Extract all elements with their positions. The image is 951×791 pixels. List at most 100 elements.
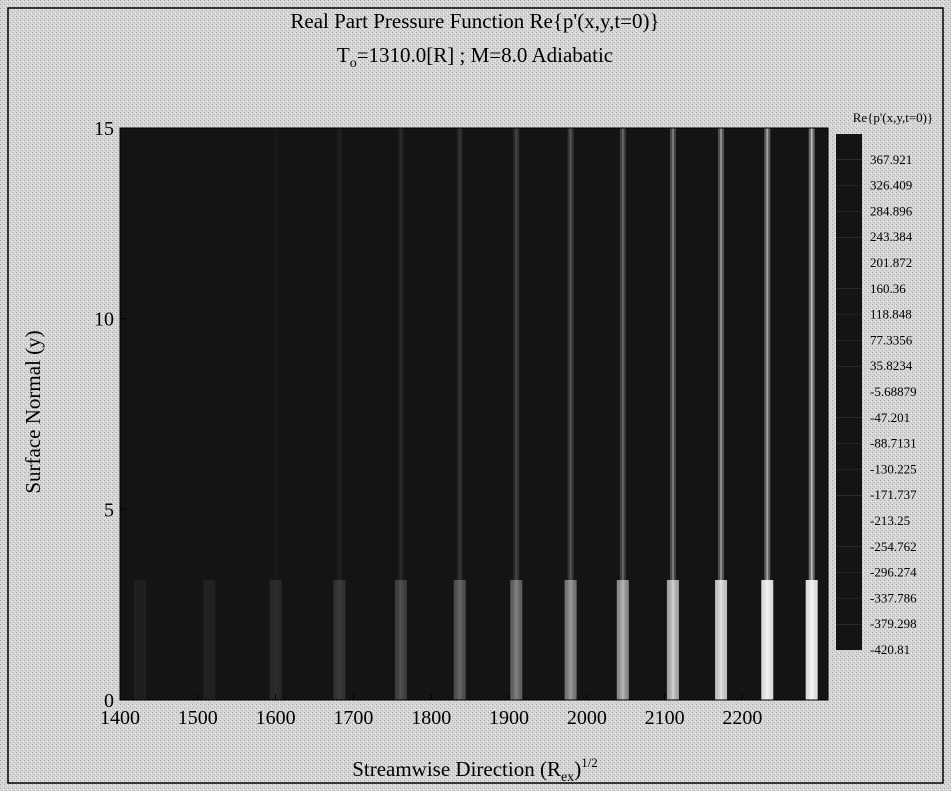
colorbar-swatch	[836, 134, 862, 160]
field-stripe-base	[203, 580, 216, 700]
field-stripe	[397, 128, 400, 700]
x-label-superscript: 1/2	[581, 755, 598, 770]
field-stripe	[571, 128, 574, 700]
field-stripe	[567, 128, 570, 700]
x-tick-label: 1600	[256, 707, 296, 729]
colorbar-label: 243.384	[870, 229, 913, 244]
colorbar-swatch	[836, 366, 862, 392]
contour-field	[120, 128, 828, 700]
colorbar-swatch	[836, 495, 862, 521]
field-stripe-base	[616, 580, 629, 700]
field-stripe	[808, 128, 811, 700]
subtitle-text: =1310.0[R] ; M=8.0 Adiabatic	[357, 43, 613, 67]
field-stripe	[458, 128, 461, 700]
x-label-text: )	[574, 757, 581, 781]
colorbar-swatch	[836, 263, 862, 289]
chart-title: Real Part Pressure Function Re{p'(x,y,t=…	[290, 9, 659, 33]
colorbar-label: 35.8234	[870, 358, 913, 373]
colorbar-swatch	[836, 598, 862, 625]
field-stripe	[718, 128, 721, 700]
field-stripe	[515, 128, 518, 700]
field-stripe	[460, 128, 463, 700]
colorbar-swatch	[836, 185, 862, 212]
colorbar-label: -171.737	[870, 487, 917, 502]
colorbar-label: 160.36	[870, 281, 906, 296]
x-tick-label: 1400	[100, 707, 140, 729]
colorbar-swatch	[836, 392, 862, 418]
colorbar-swatch	[836, 521, 862, 547]
field-stripe-base	[761, 580, 774, 700]
field-stripe	[517, 128, 520, 700]
field-stripe	[621, 128, 624, 700]
colorbar-label: 326.409	[870, 178, 912, 193]
y-tick-label: 15	[94, 118, 114, 140]
subtitle-text: T	[337, 43, 350, 67]
x-label-text: Streamwise Direction (R	[352, 757, 561, 781]
field-stripe	[764, 128, 767, 700]
field-stripe	[401, 128, 404, 700]
colorbar-swatch	[836, 314, 862, 341]
colorbar-swatch	[836, 572, 862, 599]
field-stripe	[673, 128, 676, 700]
field-stripe	[768, 128, 771, 700]
colorbar-swatch	[836, 417, 862, 444]
x-tick-label: 1500	[178, 707, 218, 729]
colorbar-label: -213.25	[870, 513, 910, 528]
x-axis-label: Streamwise Direction (Rex)1/2	[352, 755, 598, 785]
field-stripe-base	[510, 580, 523, 700]
field-stripe	[669, 128, 672, 700]
plot-border	[119, 127, 829, 701]
colorbar-label: 201.872	[870, 255, 912, 270]
x-tick-label: 1800	[411, 707, 451, 729]
field-stripe	[338, 128, 341, 700]
chart-subtitle: To=1310.0[R] ; M=8.0 Adiabatic	[337, 43, 613, 71]
x-tick-label: 2000	[567, 707, 607, 729]
field-stripe	[569, 128, 572, 700]
field-stripe-base	[269, 580, 282, 700]
colorbar-label: -5.68879	[870, 384, 917, 399]
x-label-subscript: ex	[561, 770, 574, 785]
field-stripe	[810, 128, 813, 700]
colorbar-label: -296.274	[870, 565, 917, 580]
colorbar-swatch	[836, 340, 862, 367]
colorbar-swatch	[836, 469, 862, 496]
x-tick-label: 2200	[722, 707, 762, 729]
field-stripe	[722, 128, 725, 700]
x-tick-label: 1900	[489, 707, 529, 729]
field-stripe	[399, 128, 402, 700]
colorbar-label: -130.225	[870, 461, 917, 476]
colorbar-swatch	[836, 237, 862, 263]
y-tick-label: 10	[94, 309, 114, 331]
field-stripe	[456, 128, 459, 700]
colorbar-swatch	[836, 211, 862, 238]
colorbar-label: 118.848	[870, 307, 912, 322]
field-stripe-base	[715, 580, 728, 700]
field-stripe	[766, 128, 769, 700]
field-stripe-base	[453, 580, 466, 700]
colorbar-label: 367.921	[870, 152, 912, 167]
x-tick-label: 1700	[333, 707, 373, 729]
y-tick-label: 5	[104, 499, 114, 521]
colorbar-swatch	[836, 288, 862, 315]
colorbar-label: -47.201	[870, 410, 910, 425]
field-stripe	[513, 128, 516, 700]
x-tick-label: 2100	[645, 707, 685, 729]
field-stripe-base	[666, 580, 679, 700]
colorbar-label: 77.3356	[870, 332, 913, 347]
y-tick-label: 0	[104, 690, 114, 712]
colorbar-label: -420.81	[870, 642, 910, 657]
field-stripe-base	[394, 580, 407, 700]
field-stripe-base	[805, 580, 818, 700]
field-stripe-base	[134, 580, 146, 700]
field-stripe-base	[564, 580, 577, 700]
y-axis-label: Surface Normal (y)	[21, 330, 45, 493]
field-stripe-base	[333, 580, 346, 700]
colorbar-swatch	[836, 624, 862, 650]
field-stripe	[671, 128, 674, 700]
field-stripe	[720, 128, 723, 700]
field-stripe	[623, 128, 626, 700]
colorbar-label: -88.7131	[870, 436, 917, 451]
subtitle-subscript: o	[350, 56, 357, 71]
